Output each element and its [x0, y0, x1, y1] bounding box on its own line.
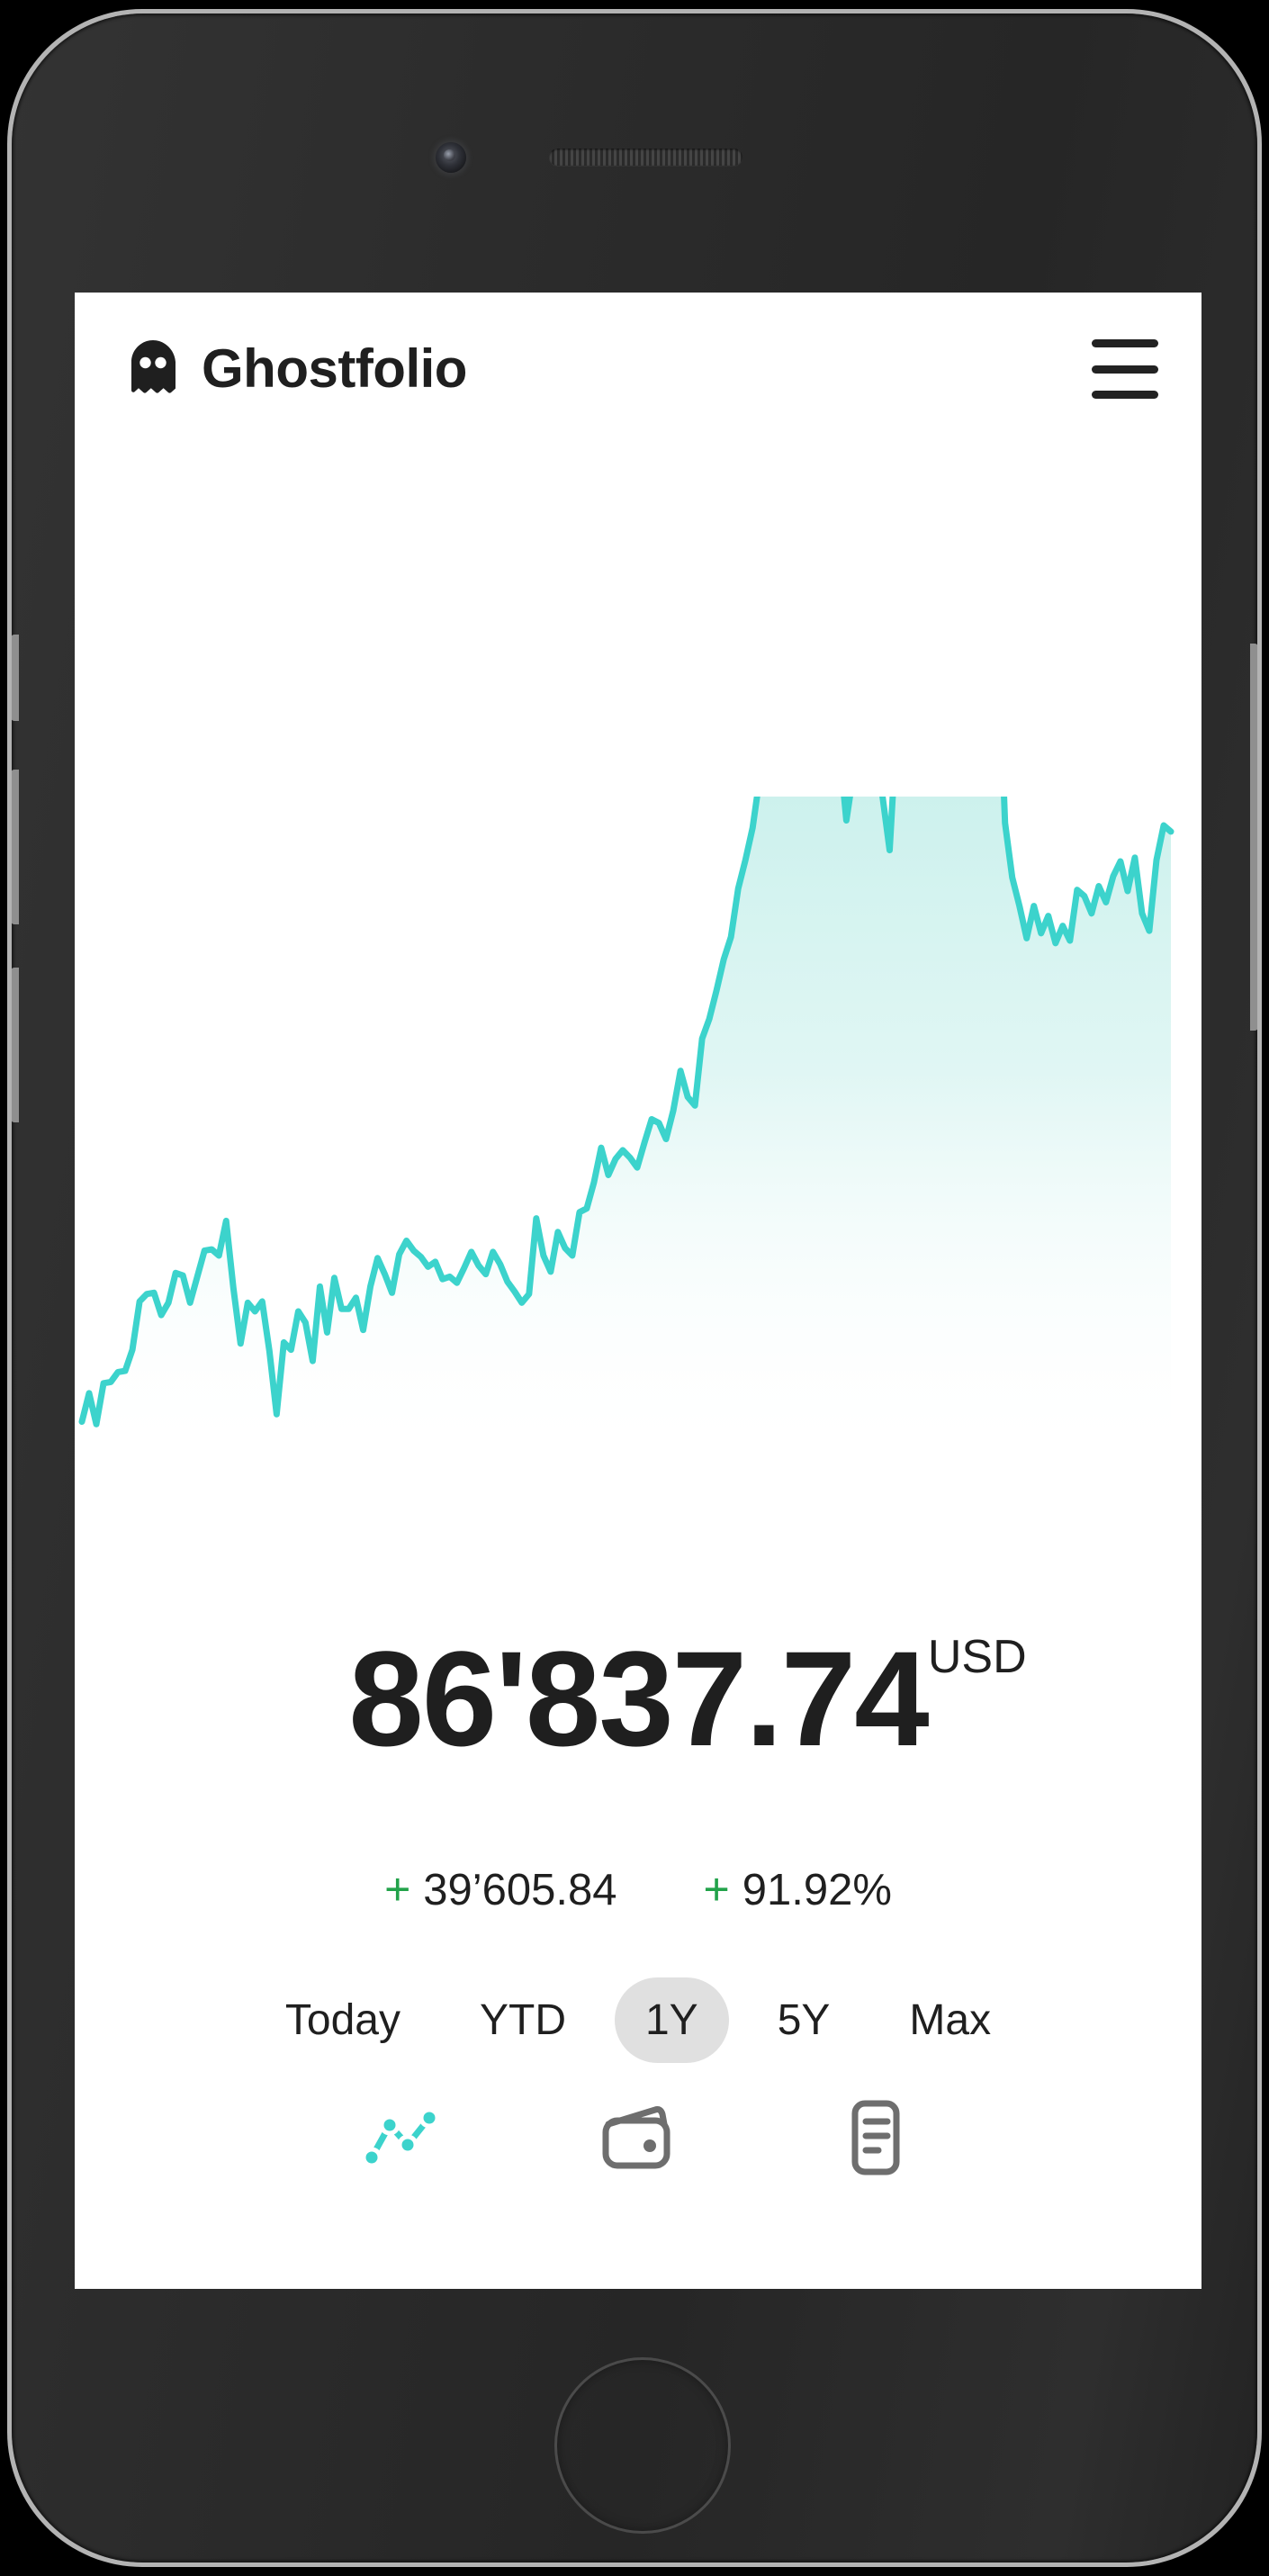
range-tab-1y[interactable]: 1Y	[614, 1977, 729, 2063]
line-chart-icon	[361, 2105, 440, 2175]
range-tab-5y[interactable]: 5Y	[777, 1996, 831, 2044]
portfolio-performance-chart[interactable]	[75, 797, 1202, 1463]
portfolio-value-block: 86'837.74 USD	[75, 1625, 1202, 1773]
hamburger-menu-icon[interactable]	[1088, 339, 1158, 399]
document-icon	[843, 2099, 908, 2181]
phone-frame: Ghostfolio	[7, 9, 1262, 2567]
front-camera-icon	[436, 142, 466, 173]
portfolio-value: 86'837.74 USD	[348, 1623, 1026, 1774]
volume-up-button[interactable]	[12, 770, 19, 924]
brand-name: Ghostfolio	[202, 338, 467, 399]
absolute-change-value: 39’605.84	[423, 1866, 617, 1914]
phone-body: Ghostfolio	[12, 14, 1257, 2562]
range-tab-max[interactable]: Max	[909, 1996, 992, 2044]
brand-logo[interactable]: Ghostfolio	[127, 339, 467, 400]
performance-row: + 39’605.84 + 91.92%	[75, 1863, 1202, 1915]
nav-item-summary[interactable]	[832, 2096, 919, 2183]
percent-change-value: 91.92%	[742, 1866, 892, 1914]
range-tab-ytd[interactable]: YTD	[479, 1996, 566, 2044]
percent-change-sign: +	[703, 1864, 730, 1914]
phone-screen: Ghostfolio	[75, 293, 1202, 2289]
absolute-change: + 39’605.84	[384, 1863, 616, 1915]
earpiece-speaker-icon	[549, 149, 742, 166]
percent-change: + 91.92%	[704, 1863, 892, 1915]
bottom-navigation	[75, 2096, 1202, 2183]
nav-item-analytics[interactable]	[357, 2096, 444, 2183]
power-button[interactable]	[1250, 644, 1257, 1031]
menu-bar-1	[1092, 339, 1158, 347]
absolute-change-sign: +	[384, 1864, 411, 1914]
nav-item-portfolio[interactable]	[595, 2096, 681, 2183]
ghost-icon	[127, 339, 179, 400]
mute-switch-button[interactable]	[12, 635, 19, 721]
portfolio-currency: USD	[927, 1631, 1027, 1683]
volume-down-button[interactable]	[12, 968, 19, 1122]
home-button[interactable]	[554, 2357, 731, 2534]
portfolio-value-amount: 86'837.74	[348, 1623, 929, 1774]
menu-bar-2	[1092, 365, 1158, 374]
wallet-icon	[599, 2103, 677, 2177]
date-range-tabs: Today YTD 1Y 5Y Max	[75, 1977, 1202, 2063]
app-header: Ghostfolio	[75, 293, 1202, 446]
menu-bar-3	[1092, 391, 1158, 399]
range-tab-today[interactable]: Today	[284, 1996, 400, 2044]
